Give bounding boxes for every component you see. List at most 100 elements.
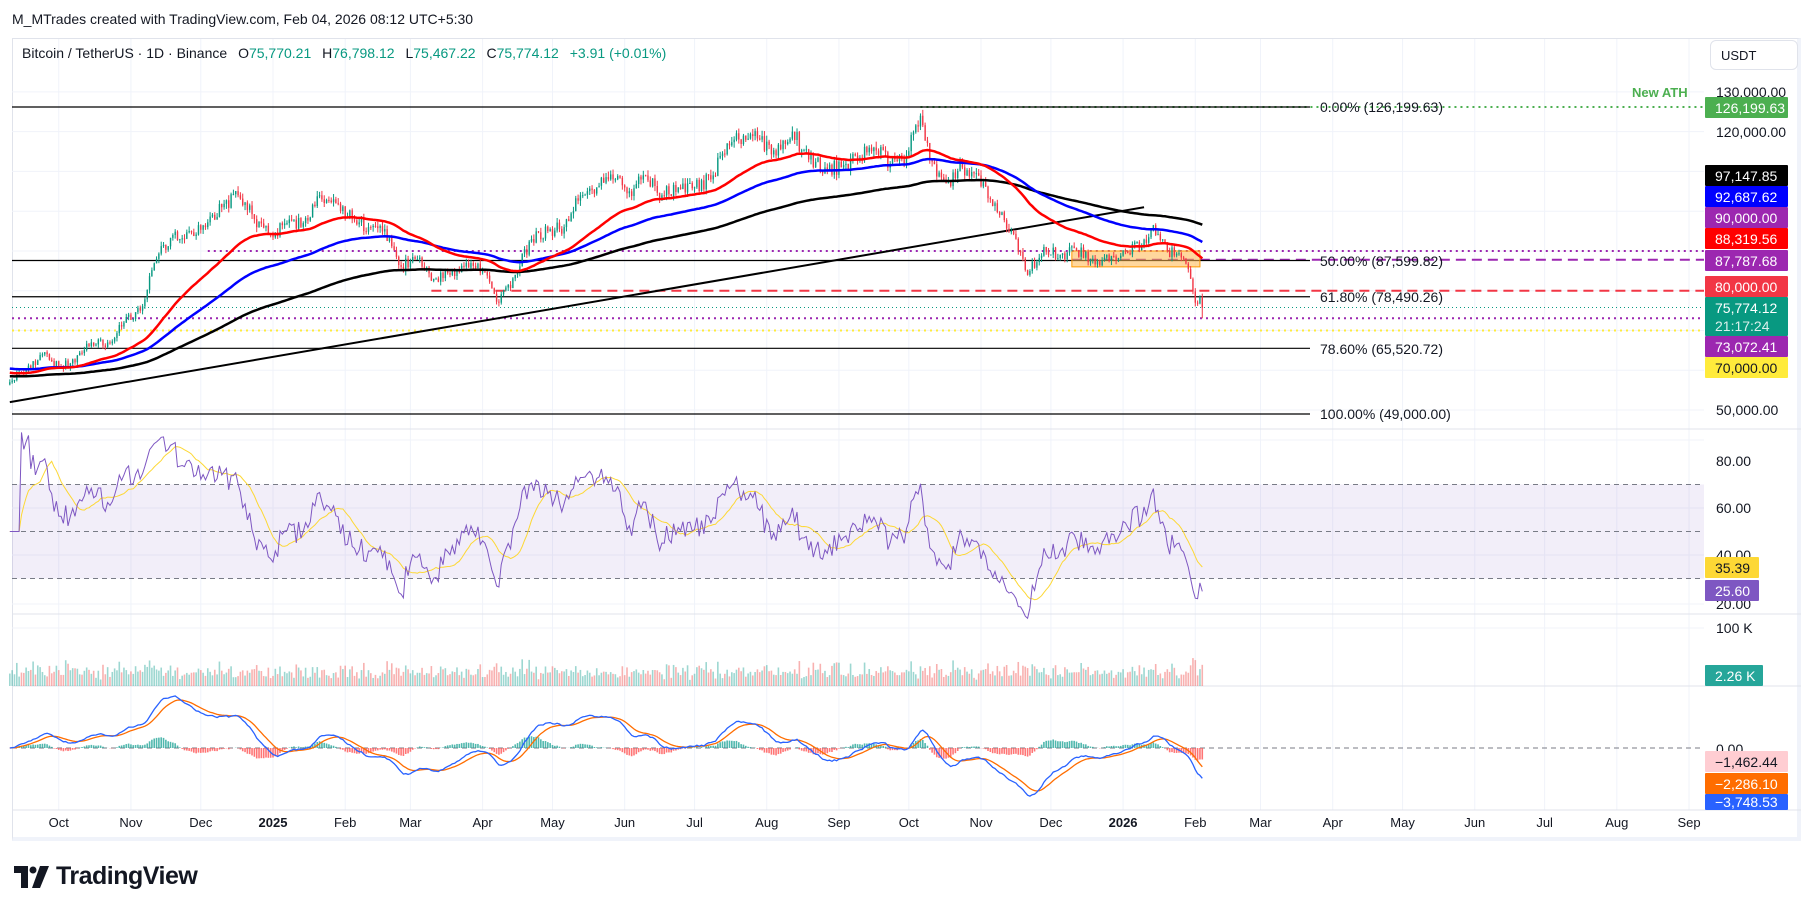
candle <box>919 115 922 127</box>
volume-bar <box>465 668 468 686</box>
candle <box>828 164 831 171</box>
candle <box>146 289 148 300</box>
candle <box>833 160 835 175</box>
macd-histogram-bar <box>1075 741 1078 748</box>
candle <box>323 199 325 204</box>
volume-bar <box>1164 671 1166 686</box>
candle <box>339 203 342 211</box>
macd-histogram-bar <box>661 748 663 755</box>
volume-bar <box>127 674 130 686</box>
macd-histogram-bar <box>92 745 95 748</box>
candle <box>540 232 542 240</box>
candle <box>663 195 665 197</box>
candle <box>579 195 582 201</box>
volume-bar <box>849 663 852 686</box>
volume-bar <box>963 667 966 686</box>
volume-bar <box>358 678 360 686</box>
macd-histogram-bar <box>134 744 137 748</box>
candle <box>11 380 13 383</box>
candle <box>95 344 97 346</box>
candle <box>151 270 153 277</box>
macd-histogram-bar <box>491 748 493 751</box>
macd-histogram-bar <box>924 743 926 748</box>
volume-bar <box>1129 671 1131 686</box>
volume-bar <box>984 669 987 686</box>
macd-histogram-bar <box>193 748 195 753</box>
candle <box>367 227 370 232</box>
macd-histogram-bar <box>1082 744 1085 748</box>
macd-histogram-bar <box>137 744 139 748</box>
macd-histogram-bar <box>670 748 673 753</box>
volume-bar <box>1122 669 1124 686</box>
macd-histogram-bar <box>302 747 305 748</box>
candle <box>88 343 90 347</box>
volume-bar <box>903 672 905 686</box>
volume-bar <box>130 671 132 686</box>
candle <box>679 187 682 190</box>
candle <box>386 229 388 241</box>
candle <box>873 147 875 152</box>
candle <box>952 172 954 187</box>
volume-bar <box>696 667 698 686</box>
volume-bar <box>560 671 563 686</box>
volume-bar <box>34 674 37 686</box>
open-value: 75,770.21 <box>248 45 312 61</box>
candle <box>665 186 668 196</box>
macd-histogram-bar <box>772 748 775 755</box>
candle <box>1152 225 1155 230</box>
macd-histogram-bar <box>344 748 346 752</box>
macd-histogram-bar <box>367 748 370 754</box>
candle <box>747 138 749 140</box>
macd-histogram-bar <box>1182 748 1185 753</box>
volume-bar <box>346 677 349 686</box>
symbol-title[interactable]: Bitcoin / TetherUS · 1D · Binance <box>22 45 228 61</box>
candle <box>982 182 985 187</box>
volume-bar <box>344 665 346 686</box>
macd-histogram-bar <box>358 748 360 754</box>
fib-label: 50.00% (87,599.82) <box>1320 253 1443 269</box>
macd-histogram-bar <box>220 748 223 750</box>
macd-histogram-bar <box>395 748 398 754</box>
currency-selector[interactable]: USDT <box>1710 40 1798 70</box>
volume-bar <box>295 664 298 686</box>
macd-histogram-bar <box>1180 748 1183 753</box>
candle <box>41 354 44 356</box>
macd-histogram-bar <box>295 747 298 748</box>
volume-bar <box>220 670 223 686</box>
volume-bar <box>230 666 232 686</box>
volume-bar <box>540 672 542 686</box>
volume-bar <box>1098 674 1101 686</box>
candle <box>113 338 116 342</box>
candle <box>558 222 561 229</box>
candle <box>484 270 486 273</box>
macd-histogram-bar <box>591 745 593 748</box>
volume-bar <box>1096 670 1099 686</box>
volume-bar <box>477 669 479 686</box>
macd-histogram-bar <box>1064 742 1066 748</box>
rsi-tick: 60.00 <box>1716 500 1752 516</box>
volume-bar <box>1143 667 1145 686</box>
macd-histogram-bar <box>733 741 735 748</box>
macd-histogram-bar <box>717 743 719 748</box>
volume-bar <box>859 674 861 686</box>
candle <box>1026 269 1029 275</box>
macd-histogram-bar <box>451 744 454 748</box>
candle <box>1073 246 1075 248</box>
macd-histogram-bar <box>353 748 356 754</box>
volume-bar <box>491 670 493 686</box>
volume-bar <box>998 671 1001 686</box>
candle <box>661 195 663 200</box>
candle <box>791 131 794 139</box>
volume-bar <box>873 675 875 686</box>
volume-bar <box>53 671 55 686</box>
volume-bar <box>1185 671 1187 686</box>
volume-bar <box>630 672 633 686</box>
candle <box>570 213 572 222</box>
macd-histogram-bar <box>325 743 328 748</box>
macd-histogram-bar <box>584 744 586 748</box>
macd-histogram-bar <box>903 748 905 750</box>
volume-bar <box>279 666 281 686</box>
candle <box>819 157 822 172</box>
volume-bar <box>318 677 321 686</box>
